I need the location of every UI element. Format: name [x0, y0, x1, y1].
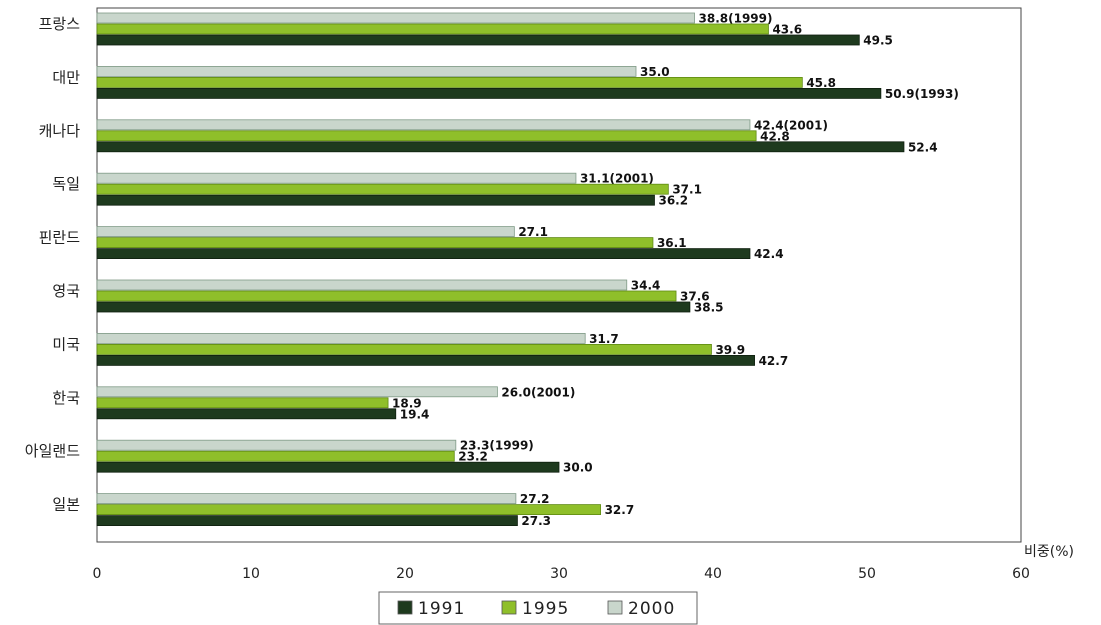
bar-1995	[96, 290, 677, 302]
bar-1995	[96, 77, 803, 88]
bar-2000	[96, 386, 498, 398]
bar-1995	[96, 450, 455, 462]
category-label: 영국	[52, 282, 80, 300]
bar-2000	[96, 172, 577, 184]
x-axis: 0 10 20 30 40 50 60	[93, 566, 1030, 582]
data-label-1995: 42.8	[760, 129, 790, 143]
data-label-2000: 27.1	[518, 225, 548, 239]
bar-1991	[96, 194, 655, 206]
plot-area: 프랑스 38.8(1999)43.6 49.5 대만 35.0 45.8 50.9(1993…	[25, 12, 959, 529]
data-label-1995: 18.9	[392, 396, 422, 410]
legend-label-2000: 2000	[628, 599, 675, 619]
legend-label-1995: 1995	[522, 599, 569, 619]
x-tick-label: 50	[858, 566, 876, 582]
bar-1991	[96, 88, 882, 99]
data-label-2000: 31.7	[589, 332, 619, 346]
data-label-1995: 43.6	[772, 23, 802, 37]
bar-2000	[96, 12, 695, 24]
bar-1991	[96, 141, 905, 153]
category-label: 프랑스	[39, 15, 81, 33]
bar-1995	[96, 183, 669, 195]
data-label-1995: 39.9	[715, 343, 745, 357]
bar-2000	[96, 119, 751, 131]
data-label-2000: 42.4(2001)	[754, 118, 828, 132]
bar-2000	[96, 332, 586, 344]
x-tick-label: 60	[1012, 566, 1030, 582]
bar-1995	[96, 23, 769, 35]
bar-2000	[96, 279, 628, 291]
bar-1991	[96, 354, 755, 366]
bar-1991	[96, 34, 860, 46]
bar-1995	[96, 237, 654, 249]
x-tick-label: 10	[242, 566, 260, 582]
category-label: 미국	[52, 335, 80, 353]
data-label-1995: 37.6	[680, 290, 710, 304]
category-label: 아일랜드	[25, 442, 80, 460]
data-label-1991: 36.2	[658, 194, 688, 208]
bar-1995	[96, 130, 757, 142]
category-label: 한국	[52, 389, 80, 407]
bar-2000	[96, 66, 637, 77]
category-label: 캐나다	[39, 122, 81, 140]
data-label-1991: 19.4	[400, 407, 430, 421]
x-axis-unit-label: 비중(%)	[1024, 544, 1074, 560]
bar-1995	[96, 397, 389, 409]
data-label-1995: 45.8	[806, 76, 836, 90]
legend: 1991 1995 2000	[378, 591, 698, 625]
bar-1991	[96, 515, 518, 526]
bar-2000	[96, 493, 517, 505]
data-label-1995: 23.2	[458, 450, 488, 464]
bar-1995	[96, 343, 712, 355]
bar-2000	[96, 439, 457, 451]
data-label-1991: 27.3	[521, 514, 551, 528]
bar-1991	[96, 248, 751, 260]
category-label: 대만	[52, 68, 80, 86]
legend-swatch-1995	[501, 600, 517, 615]
bar-1991	[96, 301, 691, 313]
data-label-1991: 50.9(1993)	[885, 87, 959, 101]
plot-frame	[96, 7, 1022, 543]
bar-1991	[96, 408, 397, 420]
legend-swatch-2000	[607, 600, 623, 615]
category-label: 핀란드	[39, 229, 81, 247]
data-label-2000: 34.4	[631, 279, 661, 293]
data-label-1995: 32.7	[605, 503, 635, 517]
data-label-2000: 23.3(1999)	[460, 439, 534, 453]
bar-1991	[96, 461, 560, 473]
data-label-1991: 52.4	[908, 140, 938, 154]
x-tick-label: 30	[550, 566, 568, 582]
legend-frame	[378, 591, 698, 625]
data-label-1995: 37.1	[672, 183, 702, 197]
data-label-1991: 42.7	[759, 354, 789, 368]
data-label-1991: 38.5	[694, 301, 724, 315]
x-tick-label: 40	[704, 566, 722, 582]
legend-swatch-1991	[397, 600, 413, 615]
data-label-2000: 31.1(2001)	[580, 172, 654, 186]
data-label-1991: 30.0	[563, 461, 593, 475]
data-label-2000: 26.0(2001)	[501, 385, 575, 399]
data-label-2000: 38.8(1999)	[699, 12, 773, 26]
data-label-1991: 42.4	[754, 247, 784, 261]
bar-1995	[96, 504, 601, 516]
x-tick-label: 0	[93, 566, 102, 582]
data-label-1991: 49.5	[863, 34, 893, 48]
legend-label-1991: 1991	[418, 599, 465, 619]
data-label-2000: 35.0	[640, 65, 670, 79]
data-label-2000: 27.2	[520, 492, 550, 506]
x-tick-label: 20	[396, 566, 414, 582]
data-label-1995: 36.1	[657, 236, 687, 250]
category-label: 일본	[52, 496, 80, 514]
bar-2000	[96, 226, 515, 238]
category-label: 독일	[52, 175, 80, 193]
